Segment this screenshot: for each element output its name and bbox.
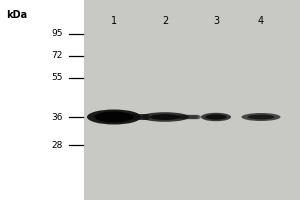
Ellipse shape — [133, 114, 139, 120]
Text: 1: 1 — [111, 16, 117, 26]
Ellipse shape — [138, 114, 145, 120]
Ellipse shape — [179, 115, 185, 119]
Ellipse shape — [131, 114, 137, 120]
Ellipse shape — [130, 114, 136, 120]
Ellipse shape — [182, 115, 188, 119]
Ellipse shape — [194, 115, 200, 119]
Ellipse shape — [188, 115, 194, 119]
Ellipse shape — [178, 115, 184, 119]
Ellipse shape — [139, 114, 145, 120]
Ellipse shape — [185, 115, 192, 119]
Ellipse shape — [248, 115, 274, 119]
Ellipse shape — [181, 115, 187, 119]
Ellipse shape — [177, 115, 183, 119]
Ellipse shape — [132, 114, 138, 120]
Ellipse shape — [193, 115, 199, 119]
Ellipse shape — [130, 114, 136, 120]
Ellipse shape — [184, 115, 191, 119]
Bar — [0, 0, 84, 200]
Ellipse shape — [142, 114, 149, 120]
Ellipse shape — [141, 114, 148, 120]
Ellipse shape — [134, 114, 141, 120]
Ellipse shape — [191, 115, 197, 119]
Ellipse shape — [184, 115, 190, 119]
Ellipse shape — [195, 115, 201, 119]
Ellipse shape — [141, 112, 189, 122]
Text: 2: 2 — [162, 16, 168, 26]
Ellipse shape — [142, 114, 148, 120]
Ellipse shape — [206, 114, 226, 120]
Ellipse shape — [131, 114, 138, 120]
Ellipse shape — [192, 115, 198, 119]
Text: 3: 3 — [213, 16, 219, 26]
Ellipse shape — [143, 114, 149, 120]
Text: 36: 36 — [52, 112, 63, 121]
Ellipse shape — [133, 114, 140, 120]
Ellipse shape — [136, 114, 142, 120]
Ellipse shape — [134, 114, 140, 120]
Ellipse shape — [87, 110, 141, 124]
Ellipse shape — [187, 115, 194, 119]
Ellipse shape — [129, 114, 135, 120]
Ellipse shape — [141, 114, 147, 120]
Bar — [84, 0, 300, 200]
Ellipse shape — [242, 113, 280, 121]
Ellipse shape — [94, 112, 134, 122]
Ellipse shape — [190, 115, 196, 119]
Ellipse shape — [150, 114, 180, 120]
Text: kDa: kDa — [6, 10, 27, 20]
Text: 55: 55 — [52, 73, 63, 82]
Text: 72: 72 — [52, 51, 63, 60]
Text: 4: 4 — [258, 16, 264, 26]
Ellipse shape — [186, 115, 193, 119]
Ellipse shape — [138, 114, 144, 120]
Ellipse shape — [136, 114, 143, 120]
Ellipse shape — [189, 115, 196, 119]
Ellipse shape — [201, 113, 231, 121]
Text: 28: 28 — [52, 140, 63, 149]
Ellipse shape — [135, 114, 141, 120]
Ellipse shape — [182, 115, 189, 119]
Text: 95: 95 — [52, 29, 63, 38]
Ellipse shape — [180, 115, 186, 119]
Ellipse shape — [144, 114, 150, 120]
Ellipse shape — [140, 114, 146, 120]
Ellipse shape — [140, 114, 146, 120]
Ellipse shape — [137, 114, 143, 120]
